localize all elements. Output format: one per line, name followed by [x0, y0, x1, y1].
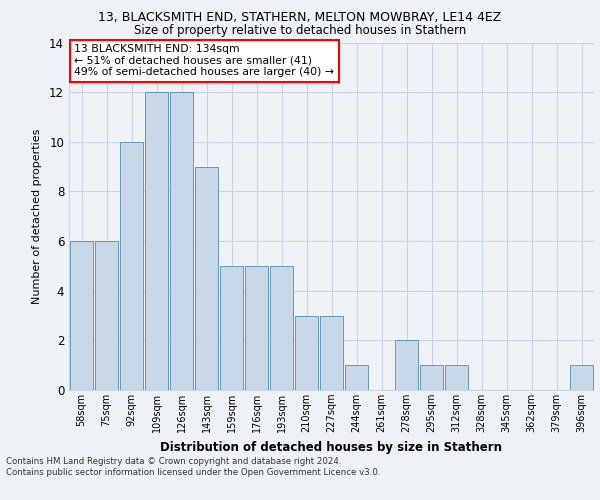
X-axis label: Distribution of detached houses by size in Stathern: Distribution of detached houses by size …: [161, 440, 503, 454]
Bar: [320, 316, 343, 390]
Text: 13, BLACKSMITH END, STATHERN, MELTON MOWBRAY, LE14 4EZ: 13, BLACKSMITH END, STATHERN, MELTON MOW…: [98, 11, 502, 24]
Bar: [145, 92, 168, 390]
Bar: [295, 316, 318, 390]
Bar: [95, 241, 118, 390]
Bar: [170, 92, 193, 390]
Bar: [420, 365, 443, 390]
Bar: [220, 266, 243, 390]
Bar: [195, 166, 218, 390]
Text: 13 BLACKSMITH END: 134sqm
← 51% of detached houses are smaller (41)
49% of semi-: 13 BLACKSMITH END: 134sqm ← 51% of detac…: [74, 44, 334, 78]
Bar: [345, 365, 368, 390]
Bar: [570, 365, 593, 390]
Bar: [270, 266, 293, 390]
Bar: [445, 365, 468, 390]
Bar: [120, 142, 143, 390]
Text: Contains HM Land Registry data © Crown copyright and database right 2024.
Contai: Contains HM Land Registry data © Crown c…: [6, 458, 380, 477]
Y-axis label: Number of detached properties: Number of detached properties: [32, 128, 42, 304]
Bar: [395, 340, 418, 390]
Bar: [245, 266, 268, 390]
Bar: [70, 241, 93, 390]
Text: Size of property relative to detached houses in Stathern: Size of property relative to detached ho…: [134, 24, 466, 37]
